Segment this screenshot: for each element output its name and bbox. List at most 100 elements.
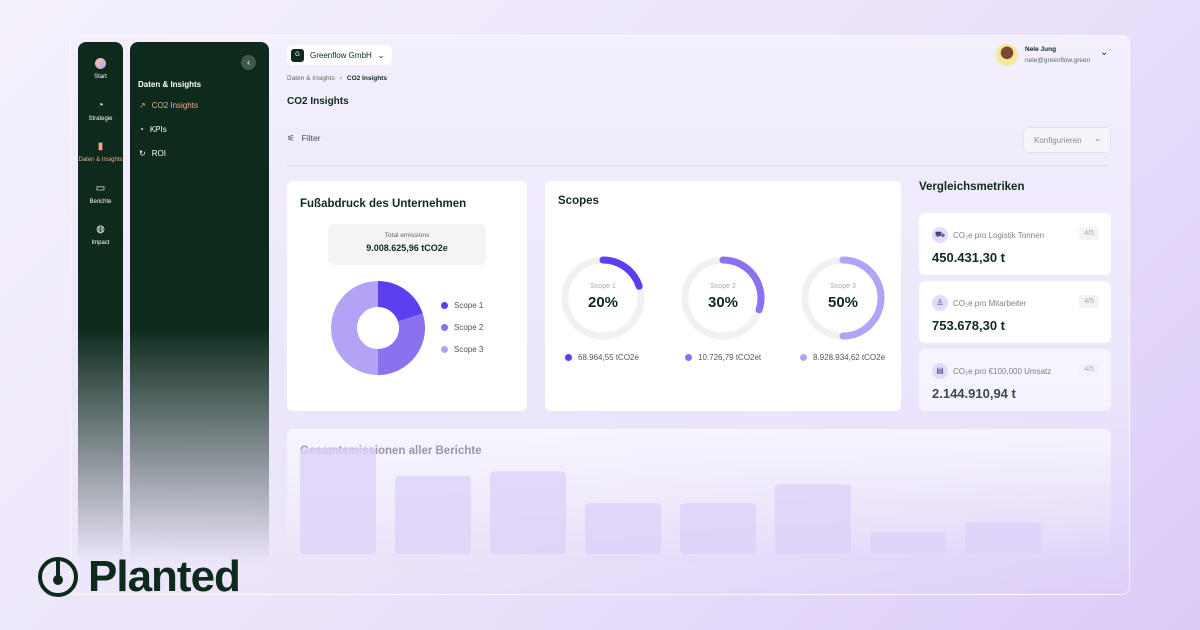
metric-card[interactable]: ♙ CO₂e pro Mitarbeiter 4/5 753.678,30 t <box>919 281 1111 343</box>
user-menu-chevron-icon[interactable]: ⌄ <box>1100 47 1109 58</box>
bar <box>775 484 851 554</box>
chevron-down-icon: ⌄ <box>377 50 385 60</box>
scopes-card: Scopes Scope 1 20% 68.964,55 tCO2e Scope 2 3… <box>545 181 901 411</box>
nav-co2-insights[interactable]: ↗ CO2 Insights <box>139 101 198 110</box>
rail-strategie[interactable]: ◔ Strategie <box>78 100 123 123</box>
user-name: Nele Jung <box>1025 46 1057 53</box>
metric-card[interactable]: ▤ CO₂e pro €100,000 Umsatz 4/5 2.144.910,94… <box>919 349 1111 411</box>
metric-label: CO₂e pro €100,000 Umsatz <box>953 367 1052 376</box>
folder-icon: ▭ <box>95 183 106 194</box>
scope-gauge <box>801 256 885 340</box>
trend-icon: ↗ <box>139 101 146 110</box>
total-value: 9.008.625,96 tCO2e <box>366 243 448 253</box>
avatar-icon <box>95 58 106 69</box>
chevron-down-icon: ⌄ <box>1094 134 1101 143</box>
scope-percent: 50% <box>827 294 859 311</box>
filter-button[interactable]: ⚟ Filter <box>287 133 321 144</box>
nav-label: CO2 Insights <box>151 101 198 110</box>
legend-scope-3: Scope 3 <box>441 345 483 354</box>
donut-slice <box>331 281 379 375</box>
breadcrumb-item[interactable]: Daten & Insights <box>287 75 335 82</box>
rail-daten-insights[interactable]: ▮ Daten & Insights <box>78 141 123 164</box>
planted-logo-icon <box>38 557 78 597</box>
gauge-arc <box>839 256 885 340</box>
planted-logo: Planted <box>36 552 241 602</box>
collapse-button[interactable]: ‹ <box>241 55 256 70</box>
nav-label: KPIs <box>149 125 167 134</box>
page-title: CO2 Insights <box>287 96 349 107</box>
user-email: nele@greenflow.green <box>1025 57 1091 64</box>
nav-kpis[interactable]: ◔ KPIs <box>139 125 167 134</box>
truck-icon: ⛟ <box>932 227 948 243</box>
rail-impact[interactable]: ◍ Impact <box>78 224 123 247</box>
card-title: Scopes <box>558 195 599 207</box>
scope-name: Scope 2 <box>710 283 736 290</box>
donut-slice <box>377 281 423 323</box>
scope-percent: 30% <box>707 294 739 311</box>
gauge-icon: ◔ <box>97 100 104 111</box>
metric-label: CO₂e pro Mitarbeiter <box>953 299 1027 308</box>
rail-label: Strategie <box>88 116 113 122</box>
brand-name: Planted <box>88 552 241 601</box>
total-label: Total emissions <box>384 232 430 239</box>
breadcrumb-current: CO2 Insights <box>346 75 387 82</box>
metric-badge: 4/5 <box>1079 227 1099 240</box>
sliders-icon: ⚟ <box>287 133 295 143</box>
metric-value: 450.431,30 t <box>932 250 1006 265</box>
org-logo-icon: G <box>291 48 304 62</box>
refresh-icon: ↻ <box>139 149 146 158</box>
bar <box>300 448 376 554</box>
nav-roi[interactable]: ↻ ROI <box>139 149 166 158</box>
user-avatar[interactable] <box>996 44 1018 66</box>
bar-chart-icon: ▮ <box>97 141 104 152</box>
rail-label: Berichte <box>89 199 112 205</box>
user-icon: ♙ <box>932 295 948 311</box>
bar <box>395 475 471 554</box>
icon-rail: Start ◔ Strategie ▮ Daten & Insights ▭ Beri… <box>78 42 123 562</box>
scope-name: Scope 3 <box>830 283 856 290</box>
metric-badge: 4/5 <box>1079 295 1099 308</box>
scope-value: 8.928.934,62 tCO2e <box>800 353 885 362</box>
bar <box>870 532 946 554</box>
rail-label: Start <box>94 74 107 80</box>
scope-percent: 20% <box>587 294 619 311</box>
bar <box>680 503 756 554</box>
configure-label: Konfigurieren <box>1034 136 1082 145</box>
panel-title: Daten & Insights <box>138 80 202 89</box>
chevron-right-icon: › <box>339 75 342 82</box>
rail-label: Daten & Insights <box>78 157 123 163</box>
scope-name: Scope 1 <box>590 283 616 290</box>
globe-icon: ◍ <box>96 224 105 235</box>
configure-select[interactable]: Konfigurieren ⌄ <box>1023 127 1111 153</box>
breadcrumb: Daten & Insights › CO2 Insights <box>287 75 387 82</box>
legend-scope-1: Scope 1 <box>441 301 483 310</box>
metric-card[interactable]: ⛟ CO₂e pro Logistik Tonnen 4/5 450.431,30 t <box>919 213 1111 275</box>
bar <box>585 503 661 554</box>
metrics-title: Vergleichsmetriken <box>919 181 1025 193</box>
total-emissions-box: Total emissions 9.008.625,96 tCO2e <box>328 224 486 265</box>
org-name: Greenflow GmbH <box>310 50 372 60</box>
divider <box>287 165 1110 166</box>
sub-nav-panel: ‹ Daten & Insights ↗ CO2 Insights ◔ KPIs ↻… <box>130 42 269 562</box>
donut-slice <box>377 313 425 375</box>
org-selector[interactable]: G Greenflow GmbH ⌄ <box>287 45 392 65</box>
rail-start[interactable]: Start <box>78 58 123 81</box>
rail-berichte[interactable]: ▭ Berichte <box>78 183 123 206</box>
footprint-card: Fußabdruck des Unternehmen Total emissio… <box>287 181 527 411</box>
pie-icon: ◔ <box>139 125 144 134</box>
donut-chart <box>331 281 425 375</box>
scope-value: 10.726,79 tCO2et <box>685 353 761 362</box>
gauge-arc <box>719 256 765 314</box>
gauge-arc <box>599 256 643 290</box>
bar <box>490 471 566 554</box>
scope-value: 68.964,55 tCO2e <box>565 353 639 362</box>
scope-gauge <box>561 256 645 340</box>
metric-label: CO₂e pro Logistik Tonnen <box>953 231 1045 240</box>
metric-value: 753.678,30 t <box>932 318 1006 333</box>
total-emissions-card: Gesamtemissionen aller Berichte <box>287 429 1111 559</box>
filter-label: Filter <box>301 133 321 143</box>
bar <box>965 522 1041 554</box>
legend-scope-2: Scope 2 <box>441 323 483 332</box>
nav-label: ROI <box>151 149 166 158</box>
scope-gauge <box>681 256 765 340</box>
